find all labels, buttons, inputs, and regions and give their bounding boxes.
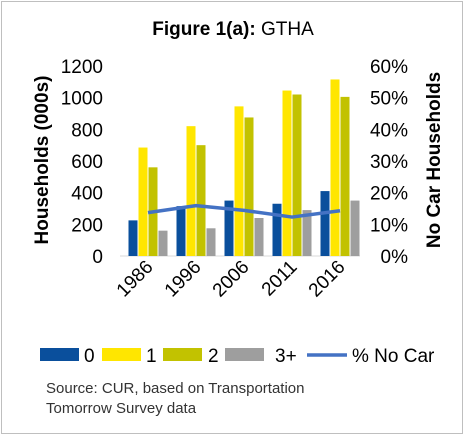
y-tick-label: 400 xyxy=(71,184,103,205)
y2-tick-label: 20% xyxy=(370,184,408,205)
legend: 0 1 2 3+ % No Car xyxy=(40,346,435,367)
bar-1996-series-3 xyxy=(196,145,206,256)
bar-1996-series-4 xyxy=(206,228,216,256)
bar-1996-series-1 xyxy=(176,206,186,256)
y-axis-title: Households (000s) xyxy=(32,76,53,245)
y-tick-label: 1000 xyxy=(61,89,103,110)
y-tick-label: 600 xyxy=(71,152,103,173)
bars xyxy=(128,79,360,257)
bar-2006-series-1 xyxy=(224,200,234,256)
x-tick-label: 2006 xyxy=(209,257,254,302)
legend-label-3: 2 xyxy=(208,346,219,367)
y-tick-label: 200 xyxy=(71,215,103,236)
x-tick-label: 1996 xyxy=(161,257,206,302)
y2-axis-title: No Car Households xyxy=(424,72,445,248)
y2-tick-label: 10% xyxy=(370,215,408,236)
no-car-line-path xyxy=(147,203,341,219)
y-tick-label: 1200 xyxy=(61,57,103,78)
y2-tick-label: 30% xyxy=(370,152,408,173)
y2-tick-label: 60% xyxy=(370,57,408,78)
bar-2011-series-3 xyxy=(292,94,302,256)
y2-tick-label: 0% xyxy=(381,247,409,268)
legend-swatch-2 xyxy=(102,348,141,361)
legend-swatch-1 xyxy=(40,348,79,361)
bar-1996-series-2 xyxy=(186,126,196,257)
bar-2016-series-3 xyxy=(340,96,350,256)
bar-2016-series-1 xyxy=(320,191,330,256)
bar-2011-series-1 xyxy=(272,203,282,256)
y2-axis-ticks: 0% 10% 20% 30% 40% 50% 60% xyxy=(370,57,408,268)
bar-1986-series-4 xyxy=(158,230,168,256)
no-car-line xyxy=(147,203,341,219)
source-line-2: Tomorrow Survey data xyxy=(46,400,197,417)
legend-label-2: 1 xyxy=(146,346,157,367)
legend-swatch-3 xyxy=(163,348,202,361)
y-tick-label: 0 xyxy=(92,247,103,268)
legend-line-label: % No Car xyxy=(352,346,435,367)
x-tick-label: 1986 xyxy=(113,257,158,302)
legend-swatch-4 xyxy=(225,348,264,361)
x-axis-ticks: 1986 1996 2006 2011 2016 xyxy=(113,257,350,302)
bar-1986-series-1 xyxy=(128,220,138,256)
y2-tick-label: 40% xyxy=(370,120,408,141)
x-tick-label: 2016 xyxy=(305,257,350,302)
y-tick-label: 800 xyxy=(71,120,103,141)
chart-title-bold: Figure 1(a): xyxy=(152,19,255,40)
bar-2011-series-4 xyxy=(302,210,312,256)
bar-2016-series-4 xyxy=(350,200,360,256)
bar-2016-series-2 xyxy=(330,79,340,256)
chart-title-rest: GTHA xyxy=(256,19,314,40)
bar-2011-series-2 xyxy=(282,90,292,257)
bar-2006-series-4 xyxy=(254,218,264,256)
y2-tick-label: 50% xyxy=(370,89,408,110)
bar-1986-series-2 xyxy=(138,147,148,256)
x-tick-label: 2011 xyxy=(258,257,302,301)
y-axis-ticks: 0 200 400 600 800 1000 1200 xyxy=(61,57,103,268)
legend-label-4: 3+ xyxy=(275,346,297,367)
bar-2006-series-2 xyxy=(234,106,244,256)
source-line-1: Source: CUR, based on Transportation xyxy=(46,380,304,397)
legend-label-1: 0 xyxy=(84,346,95,367)
bar-2006-series-3 xyxy=(244,117,254,256)
chart-title: Figure 1(a): GTHA xyxy=(152,19,314,40)
